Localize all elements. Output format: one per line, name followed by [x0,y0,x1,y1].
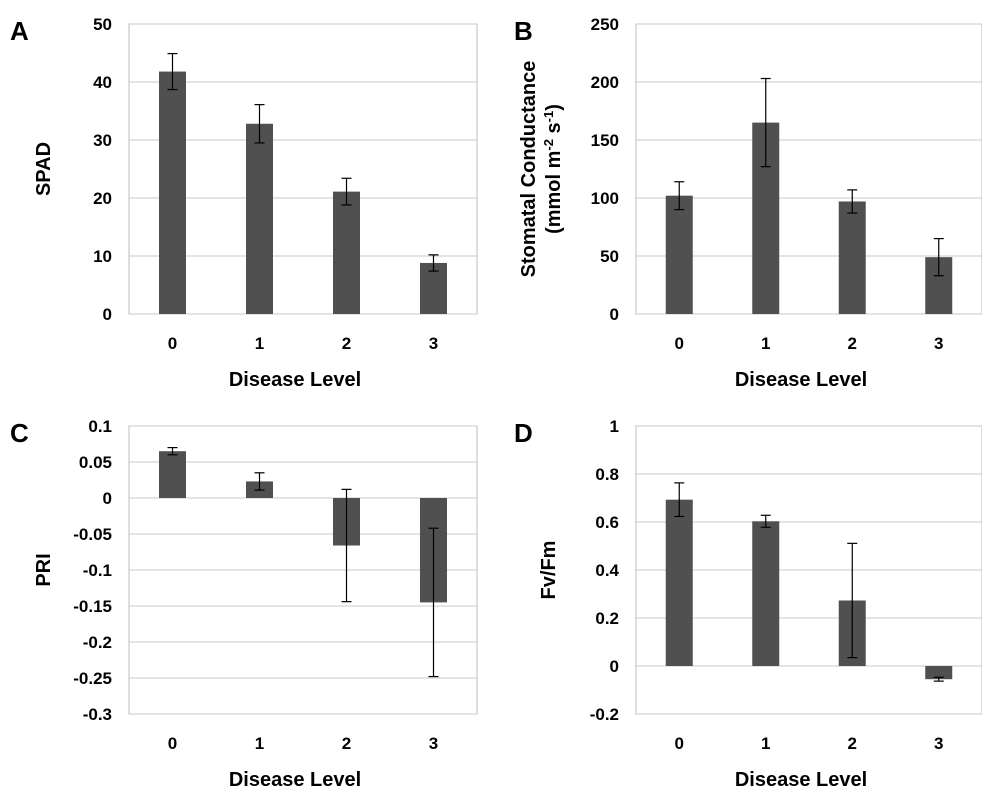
x-tick-label: 2 [848,334,857,353]
y-tick-label: 30 [93,131,112,150]
y-axis-title: Fv/Fm [538,541,560,600]
x-tick-label: 3 [934,734,943,753]
y-tick-label: 20 [93,189,112,208]
panel-letter: A [10,16,29,46]
y-axis-title: PRI [33,553,55,586]
bar [246,123,273,314]
y-tick-label: 50 [93,15,112,34]
y-tick-label: -0.25 [73,669,112,688]
bar [665,499,693,666]
bar [925,666,953,680]
y-tick-label: 0 [103,489,112,508]
y-axis-title: SPAD [33,142,55,196]
y-tick-label: 1 [610,417,619,436]
y-tick-label: 0.1 [88,417,112,436]
x-tick-label: 0 [675,334,684,353]
y-axis-title: Stomatal Conductance [518,61,540,278]
x-tick-label: 3 [429,734,438,753]
y-tick-label: 50 [600,247,619,266]
x-tick-label: 2 [848,734,857,753]
panel-letter: D [514,418,533,448]
y-tick-label: 0.2 [595,609,619,628]
y-tick-label: -0.15 [73,597,112,616]
y-tick-label: 40 [93,73,112,92]
bar [159,451,186,498]
panel-d: D -0.2 0 0.2 0.4 0.6 0.8 1 0 1 2 3 Disease Level Fv/F… [514,417,982,791]
panel-letter: B [514,16,533,46]
y-tick-label: -0.2 [83,633,112,652]
x-tick-label: 0 [168,334,177,353]
x-tick-label: 2 [342,734,351,753]
x-tick-label: 1 [761,334,770,353]
y-tick-label: -0.3 [83,705,112,724]
x-tick-label: 3 [934,334,943,353]
x-tick-label: 0 [168,734,177,753]
y-axis-unit: (mmol m-2 s-1) [541,104,566,234]
y-tick-label: -0.2 [590,705,619,724]
x-tick-label: 1 [761,734,770,753]
x-tick-label: 2 [342,334,351,353]
panel-letter: C [10,418,29,448]
panel-a: A 0 10 20 30 40 50 0 1 2 3 Disease Level SPAD [10,15,478,391]
bar [333,191,360,314]
bar [159,71,186,314]
y-tick-label: 0.6 [595,513,619,532]
x-tick-label: 0 [675,734,684,753]
bar [752,521,780,666]
x-tick-label: 3 [429,334,438,353]
bar [838,201,866,314]
y-tick-label: -0.05 [73,525,112,544]
x-axis-title: Disease Level [229,769,361,787]
x-axis-title: Disease Level [229,369,361,391]
y-tick-label: 0.8 [595,465,619,484]
y-tick-label: 0.4 [595,561,619,580]
y-tick-label: 0 [610,657,619,676]
y-tick-label: 10 [93,247,112,266]
x-axis-title: Disease Level [735,769,867,787]
y-tick-label: -0.1 [83,561,112,580]
y-tick-label: 0 [103,305,112,324]
y-tick-label: 100 [591,189,619,208]
bar [665,195,693,314]
y-tick-label: 150 [591,131,619,150]
y-tick-label: 0.05 [79,453,112,472]
panel-c: C -0.3 -0.25 -0.2 -0.15 -0.1 -0.05 0 0.05 0.1 0 1 2 3… [10,417,478,791]
y-tick-label: 250 [591,15,619,34]
y-tick-label: 200 [591,73,619,92]
x-tick-label: 1 [255,334,264,353]
y-tick-label: 0 [610,305,619,324]
x-axis-title: Disease Level [735,369,867,391]
x-tick-label: 1 [255,734,264,753]
panel-b: B 0 50 100 150 200 250 0 1 2 3 Disease Level Stomata… [514,15,982,391]
